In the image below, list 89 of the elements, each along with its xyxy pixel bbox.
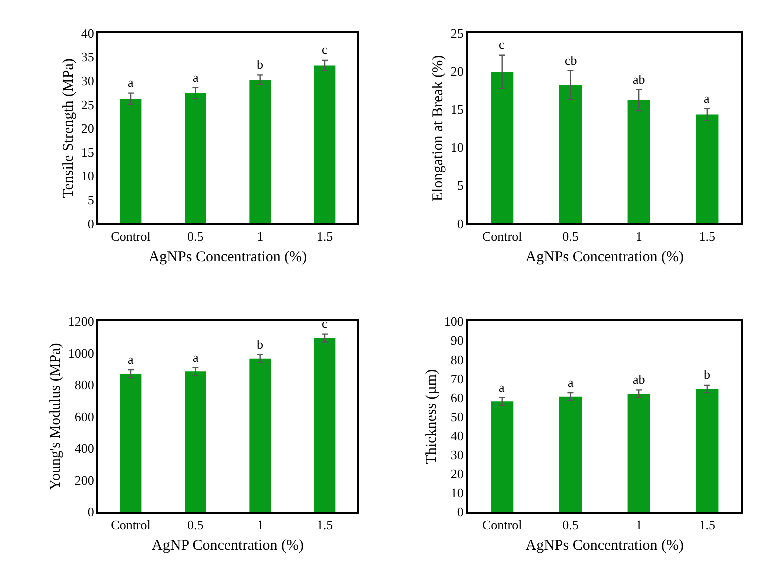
- bar: [250, 358, 272, 512]
- x-tick-label: Control: [111, 517, 152, 532]
- x-tick-label: 0.5: [562, 517, 579, 532]
- x-tick-label: 1.5: [316, 229, 334, 244]
- bar: [491, 402, 514, 512]
- y-tick-label: 60: [450, 390, 464, 406]
- annotation: c: [499, 37, 505, 52]
- x-axis-title: AgNPs Concentration (%): [526, 250, 684, 266]
- y-tick-label: 30: [81, 73, 94, 88]
- y-tick-label: 40: [81, 26, 94, 41]
- annotation: a: [704, 91, 710, 106]
- y-tick-label: 20: [450, 64, 464, 79]
- bar: [314, 66, 336, 224]
- annotation: b: [257, 337, 264, 352]
- y-tick-label: 10: [81, 168, 94, 184]
- y-tick-label: 1000: [68, 346, 94, 361]
- y-tick-label: 50: [450, 409, 464, 424]
- y-axis-title: Thickness (µm): [424, 369, 440, 464]
- y-tick-label: 0: [88, 216, 94, 232]
- x-tick-label: 1: [257, 517, 264, 532]
- x-tick-label: 1: [636, 517, 642, 532]
- y-tick-label: 0: [457, 216, 464, 232]
- annotation: cb: [565, 53, 578, 68]
- x-tick-label: Control: [482, 517, 523, 532]
- y-tick-label: 20: [81, 121, 94, 136]
- x-axis-title: AgNPs Concentration (%): [148, 250, 308, 266]
- y-tick-label: 70: [450, 371, 464, 386]
- y-tick-label: 100: [444, 314, 464, 330]
- y-tick-label: 30: [450, 447, 464, 462]
- y-tick-label: 25: [450, 26, 464, 41]
- annotation: c: [322, 42, 328, 57]
- y-tick-label: 90: [450, 333, 464, 348]
- x-tick-label: 1.5: [316, 517, 334, 532]
- bar: [628, 100, 650, 224]
- annotation: a: [128, 75, 134, 90]
- annotation: c: [322, 316, 328, 331]
- x-tick-label: 1.5: [699, 517, 716, 532]
- bar: [628, 394, 650, 512]
- x-axis-title: AgNP Concentration (%): [152, 538, 304, 554]
- y-axis-title: Elongation at Break (%): [430, 55, 447, 202]
- y-tick-label: 20: [450, 466, 464, 482]
- y-tick-label: 5: [457, 178, 464, 194]
- y-tick-label: 25: [81, 97, 94, 112]
- y-tick-label: 10: [450, 140, 464, 156]
- annotation: ab: [633, 72, 646, 87]
- bar: [314, 338, 336, 512]
- y-tick-label: 1200: [68, 314, 94, 330]
- y-tick-label: 600: [74, 409, 94, 424]
- annotation: a: [193, 70, 199, 85]
- bar: [185, 372, 206, 512]
- y-axis-title: Tensile Strength (MPa): [61, 58, 78, 198]
- y-tick-label: 0: [457, 504, 464, 520]
- y-tick-label: 800: [74, 378, 94, 393]
- x-tick-label: Control: [111, 229, 152, 244]
- y-tick-label: 0: [88, 504, 94, 520]
- annotation: ab: [633, 372, 646, 387]
- y-tick-label: 80: [450, 352, 464, 368]
- y-tick-label: 400: [74, 441, 94, 456]
- bar: [696, 114, 719, 224]
- x-axis-title: AgNPs Concentration (%): [526, 538, 684, 554]
- y-tick-label: 35: [81, 50, 94, 65]
- y-tick-label: 200: [74, 472, 94, 488]
- annotation: a: [193, 350, 199, 365]
- annotation: a: [128, 352, 134, 367]
- bar: [559, 85, 582, 224]
- y-tick-label: 15: [450, 102, 464, 118]
- y-tick-label: 10: [450, 486, 464, 501]
- x-tick-label: 0.5: [188, 517, 204, 532]
- annotation: a: [568, 375, 574, 390]
- x-tick-label: 1.5: [699, 229, 716, 244]
- bar: [491, 72, 514, 224]
- bar: [696, 389, 719, 512]
- x-tick-label: 0.5: [562, 229, 579, 244]
- bar: [120, 99, 142, 224]
- x-tick-label: 1: [636, 229, 642, 244]
- annotation: a: [499, 380, 505, 395]
- x-tick-label: 1: [257, 229, 264, 244]
- y-tick-label: 40: [450, 428, 464, 444]
- bar: [120, 374, 142, 512]
- annotation: b: [704, 367, 710, 382]
- y-tick-label: 5: [88, 192, 94, 208]
- bar: [559, 396, 582, 512]
- annotation: b: [257, 57, 264, 72]
- y-tick-label: 15: [81, 144, 94, 160]
- bar: [185, 93, 206, 224]
- y-axis-title: Young's Modulus (MPa): [48, 343, 64, 490]
- x-tick-label: 0.5: [188, 229, 204, 244]
- bar: [250, 80, 272, 224]
- x-tick-label: Control: [482, 229, 523, 244]
